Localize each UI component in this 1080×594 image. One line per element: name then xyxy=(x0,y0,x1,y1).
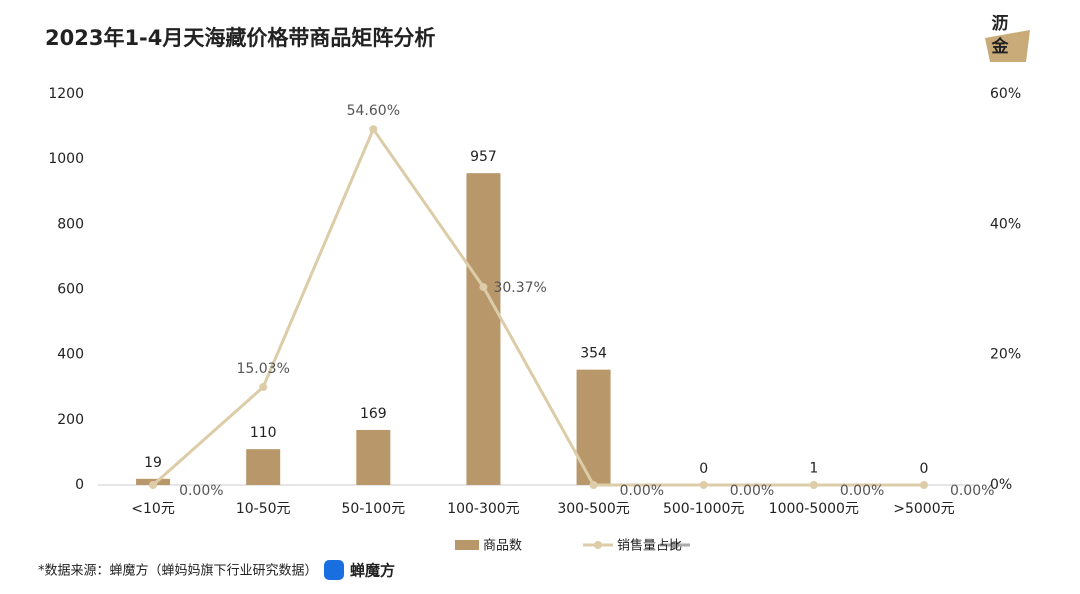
line-value-label: 0.00% xyxy=(950,483,994,499)
y-tick-label: 200 xyxy=(57,412,84,428)
y2-tick-label: 60% xyxy=(990,86,1021,102)
y-tick-label: 800 xyxy=(57,216,84,232)
x-tick-label: 100-300元 xyxy=(447,501,520,517)
bar xyxy=(466,173,501,486)
line-point xyxy=(149,481,158,489)
line-value-label: 30.37% xyxy=(493,280,546,296)
bar-value-label: 0 xyxy=(919,461,928,477)
line-point xyxy=(479,283,488,292)
line xyxy=(152,126,924,487)
source-note: *数据来源：蝉魔方（蝉妈妈旗下行业研究数据） xyxy=(38,563,318,579)
x-tick-label: 1000-5000元 xyxy=(769,501,859,517)
bar xyxy=(246,449,281,485)
legend-extra xyxy=(660,541,690,549)
logo-text: 沥 xyxy=(992,14,1009,34)
x-tick-label: 10-50元 xyxy=(236,501,291,517)
x-tick-label: <10元 xyxy=(131,501,175,517)
bar-value-label: 354 xyxy=(580,346,607,362)
bar-value-label: 957 xyxy=(470,149,497,165)
line-value-label: 0.00% xyxy=(179,483,223,499)
logo-text: 金 xyxy=(991,36,1010,57)
line-point xyxy=(919,481,928,489)
x-tick-label: 50-100元 xyxy=(342,501,406,517)
logo-shape xyxy=(985,30,1030,62)
line-value-label: 0.00% xyxy=(840,483,884,499)
brand-name: 蝉魔方 xyxy=(350,562,395,580)
bar xyxy=(576,369,611,485)
chart-title: 2023年1-4月天海藏价格带商品矩阵分析 xyxy=(45,26,435,50)
line-point xyxy=(809,481,818,489)
line-point xyxy=(699,481,708,489)
y-tick-label: 1000 xyxy=(48,151,84,167)
legend-dot xyxy=(671,541,679,549)
y2-tick-label: 20% xyxy=(990,347,1021,363)
line-value-label: 0.00% xyxy=(620,483,664,499)
x-tick-label: 500-1000元 xyxy=(663,501,744,517)
x-tick-label: 300-500元 xyxy=(557,501,630,517)
bar-value-label: 19 xyxy=(144,455,162,471)
line-value-label: 0.00% xyxy=(730,483,774,499)
y-tick-label: 1200 xyxy=(48,86,84,102)
y-tick-label: 0 xyxy=(75,477,84,493)
line-point xyxy=(589,481,598,489)
x-tick-label: >5000元 xyxy=(893,501,954,517)
y2-tick-label: 0% xyxy=(990,477,1012,493)
bar-value-label: 110 xyxy=(250,425,277,441)
legend-swatch xyxy=(594,541,602,549)
legend-label: 商品数 xyxy=(483,539,522,554)
y-tick-label: 400 xyxy=(57,347,84,363)
brand-icon xyxy=(324,560,344,580)
y-tick-label: 600 xyxy=(57,282,84,298)
legend-swatch xyxy=(455,540,479,550)
line-value-label: 54.60% xyxy=(347,103,400,119)
bar xyxy=(356,429,391,485)
bar-value-label: 1 xyxy=(809,461,818,477)
legend-label: 销售量占比 xyxy=(617,538,682,554)
bar-value-label: 0 xyxy=(699,461,708,477)
logo: 沥 金 xyxy=(985,14,1030,62)
bar-value-label: 169 xyxy=(360,406,387,422)
line-point xyxy=(369,125,378,134)
line-point xyxy=(259,383,268,392)
line-value-label: 15.03% xyxy=(236,361,289,377)
y2-tick-label: 40% xyxy=(990,216,1021,232)
